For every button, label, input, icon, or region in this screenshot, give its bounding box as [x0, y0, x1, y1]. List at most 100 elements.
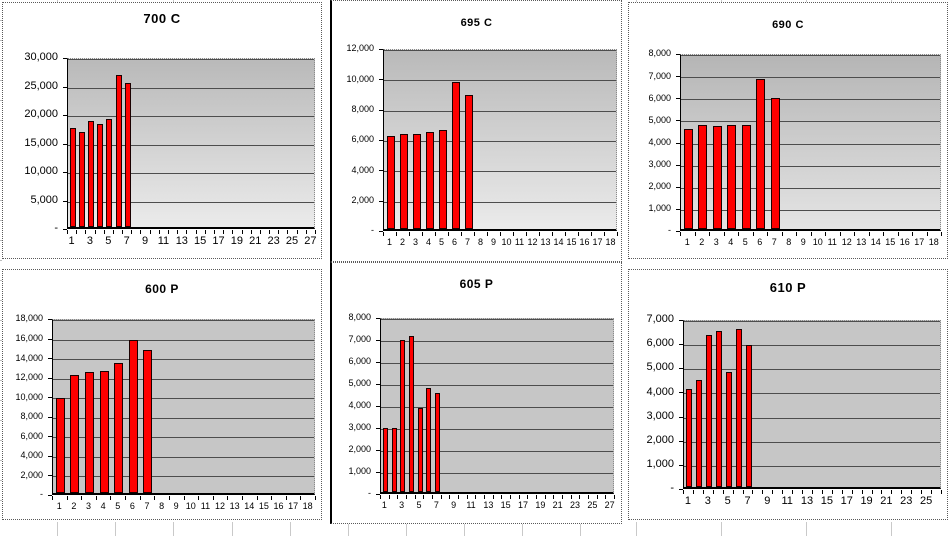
x-axis-label: 9 — [173, 501, 179, 511]
x-axis-tick — [94, 230, 96, 234]
plot-gridline — [53, 456, 314, 458]
plot-gridline — [384, 141, 616, 142]
chart-605-p[interactable]: 605 P 8,000 7,000 6,000 5,000 4,000 3,000 2,00… — [330, 262, 622, 524]
y-axis-tick — [376, 384, 380, 385]
x-axis-tick — [510, 495, 511, 499]
x-axis-tick — [762, 490, 764, 494]
x-axis-label: 14 — [244, 501, 255, 511]
x-axis-tick — [383, 232, 384, 236]
plot-area — [683, 320, 941, 489]
x-axis-label: 11 — [781, 495, 793, 507]
plot-gridline — [384, 171, 616, 173]
sheet-row-gridline — [0, 220, 2, 221]
x-axis-tick — [186, 230, 188, 234]
x-axis-tick — [212, 496, 214, 500]
sheet-column-gridline — [522, 522, 523, 536]
x-axis-label: 3 — [399, 500, 405, 510]
x-axis-tick — [792, 490, 794, 494]
x-axis-label: 1 — [684, 495, 692, 507]
sheet-row-gridline — [0, 420, 2, 421]
x-axis-tick — [851, 490, 853, 494]
x-axis-tick — [406, 495, 407, 499]
plot-gridline — [381, 363, 613, 364]
y-axis-tick — [379, 200, 383, 202]
bar-category-2 — [695, 379, 702, 487]
sheet-row-gridline — [0, 40, 2, 41]
x-axis-tick — [702, 490, 704, 494]
bar-category-5 — [725, 372, 732, 487]
y-axis-tick — [679, 344, 683, 346]
y-axis-label: 3,000 — [348, 422, 371, 433]
y-axis-tick — [48, 338, 52, 340]
x-axis-tick — [565, 232, 566, 236]
x-axis-tick — [112, 230, 114, 234]
plot-gridline — [681, 99, 940, 101]
x-axis-label: 25 — [919, 495, 933, 507]
x-axis-tick — [722, 490, 724, 494]
plot-gridline — [684, 393, 940, 395]
x-axis-label: 14 — [870, 237, 881, 247]
plot-gridline — [68, 144, 314, 146]
x-axis-label: 7 — [433, 500, 439, 510]
sheet-row-gridline — [0, 360, 2, 361]
sheet-row-gridline — [0, 340, 2, 341]
x-axis-label: 7 — [123, 235, 130, 247]
x-axis-tick — [897, 232, 899, 236]
plot-gridline — [681, 77, 940, 79]
plot-gridline — [684, 465, 940, 467]
y-axis-tick — [48, 436, 52, 438]
x-axis-tick — [500, 232, 501, 236]
x-axis-tick — [617, 232, 618, 236]
bar-category-7 — [434, 393, 440, 492]
chart-695-c[interactable]: 695 C 12,000 10,000 8,000 6,000 4,000 2,000 - 1… — [330, 0, 622, 262]
y-axis-tick — [379, 109, 383, 111]
x-axis-tick — [461, 232, 462, 236]
sheet-row-gridline — [0, 160, 2, 161]
x-axis-label: 16 — [273, 501, 284, 511]
x-axis-label: 7 — [744, 495, 751, 507]
bar-category-2 — [698, 125, 708, 229]
x-axis-tick — [596, 495, 598, 499]
y-axis-label: 6,000 — [646, 337, 674, 350]
x-axis-tick — [921, 490, 923, 494]
chart-700-c[interactable]: 700 C 30,000 25,000 20,000 15,000 10,000 5,00… — [2, 2, 322, 259]
y-axis-label: 3,000 — [648, 159, 671, 170]
y-axis-label: 2,000 — [20, 469, 43, 480]
bar-category-3 — [412, 133, 421, 229]
plot-area — [680, 54, 941, 231]
x-axis-label: 23 — [900, 495, 913, 507]
chart-690-c[interactable]: 690 C 8,000 7,000 6,000 5,000 4,000 3,000 2,00… — [628, 2, 948, 259]
y-axis-label: 4,000 — [348, 400, 371, 411]
x-axis-label: 12 — [841, 237, 852, 247]
bar-category-1 — [69, 127, 76, 227]
chart-600-p[interactable]: 600 P 18,000 16,000 14,000 12,000 10,000 8,00… — [2, 269, 322, 520]
x-axis-label: 9 — [142, 235, 149, 247]
y-axis-label: - — [371, 225, 374, 236]
x-axis-tick — [487, 232, 488, 236]
plot-gridline — [384, 201, 616, 203]
x-axis-tick — [232, 230, 234, 234]
x-axis-tick — [501, 495, 503, 499]
bar-category-5 — [106, 118, 113, 227]
x-axis-tick — [466, 495, 468, 499]
sheet-row-gridline — [0, 120, 2, 121]
x-axis-tick — [195, 230, 197, 234]
y-axis-label: 2,000 — [351, 195, 374, 206]
y-axis-tick — [379, 49, 383, 50]
y-axis-tick — [48, 397, 52, 399]
chart-title: 600 P — [145, 282, 179, 296]
plot-gridline — [53, 437, 314, 439]
y-axis-label: 5,000 — [648, 114, 671, 125]
x-axis-tick — [81, 496, 83, 500]
y-axis-tick — [379, 140, 383, 141]
bar-category-4 — [97, 124, 104, 227]
y-axis-label: 14,000 — [15, 352, 43, 363]
x-axis-tick — [692, 490, 694, 494]
sheet-column-gridline — [173, 522, 174, 536]
y-axis-tick — [679, 489, 683, 490]
y-axis-label: 8,000 — [20, 411, 43, 422]
chart-610-p[interactable]: 610 P 7,000 6,000 5,000 4,000 3,000 2,000 1,00… — [628, 269, 948, 520]
x-axis-tick — [300, 496, 302, 500]
x-axis-label: 1 — [381, 500, 387, 510]
